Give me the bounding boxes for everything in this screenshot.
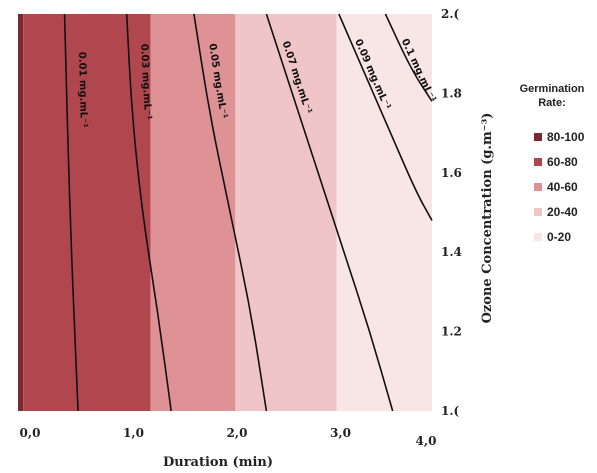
y-tick-label: 1.( — [441, 404, 460, 418]
y-tick-label: 1.2 — [441, 325, 462, 339]
contour-line-5 — [338, 13, 433, 221]
legend-swatch — [534, 157, 542, 166]
plot-area — [18, 14, 432, 411]
contour-line-4 — [265, 13, 394, 412]
y-tick-label: 2.( — [441, 7, 460, 21]
x-axis-label: Duration (min) — [163, 455, 273, 470]
legend-label: 60-80 — [547, 154, 578, 169]
legend-item: 60-80 — [506, 149, 597, 174]
band-0-20 — [336, 14, 432, 411]
legend-swatch — [534, 132, 542, 141]
contour-label-2: 0.03 mg.mL⁻¹ — [138, 44, 153, 120]
legend: Germination Rate: 80-100 60-80 40-60 20-40 0… — [506, 82, 597, 249]
legend-label: 20-40 — [547, 204, 578, 219]
x-tick-label: 0,0 — [20, 426, 41, 440]
x-tick-label: 2,0 — [227, 426, 248, 440]
legend-item: 80-100 — [506, 124, 597, 149]
band-20-40 — [235, 14, 337, 411]
legend-item: 40-60 — [506, 174, 597, 199]
contour-line-1 — [63, 13, 79, 412]
legend-swatch — [534, 182, 542, 191]
legend-swatch — [534, 207, 542, 216]
y-tick-label: 1.6 — [441, 166, 462, 180]
x-tick-label: 1,0 — [123, 426, 144, 440]
band-60-80 — [23, 14, 151, 411]
band-40-60 — [150, 14, 236, 411]
contour-label-1: 0.01 mg.mL⁻¹ — [76, 52, 89, 128]
legend-items: 80-100 60-80 40-60 20-40 0-20 — [506, 124, 597, 249]
y-axis-label: Ozone Concentration (g.m⁻³) — [480, 113, 495, 324]
y-tick-label: 1.4 — [441, 245, 462, 259]
band-80-100 — [18, 14, 24, 411]
legend-title: Germination Rate: — [519, 83, 585, 109]
legend-item: 20-40 — [506, 199, 597, 224]
y-tick-label: 1.8 — [441, 86, 462, 100]
legend-label: 80-100 — [547, 129, 585, 144]
x-axis-ticks: 0,0 1,0 2,0 3,0 4,0 — [20, 426, 437, 448]
contour-line-3 — [193, 13, 268, 412]
legend-label: 40-60 — [547, 179, 578, 194]
contour-lines — [63, 13, 433, 412]
y-axis-ticks: 1.( 1.2 1.4 1.6 1.8 2.( — [441, 7, 462, 418]
contour-line-2 — [125, 13, 172, 412]
x-tick-label: 3,0 — [330, 426, 351, 440]
legend-item: 0-20 — [506, 224, 597, 249]
contour-line-6 — [384, 13, 433, 102]
legend-label: 0-20 — [547, 229, 572, 244]
x-tick-label: 4,0 — [416, 434, 437, 448]
legend-swatch — [534, 232, 542, 241]
